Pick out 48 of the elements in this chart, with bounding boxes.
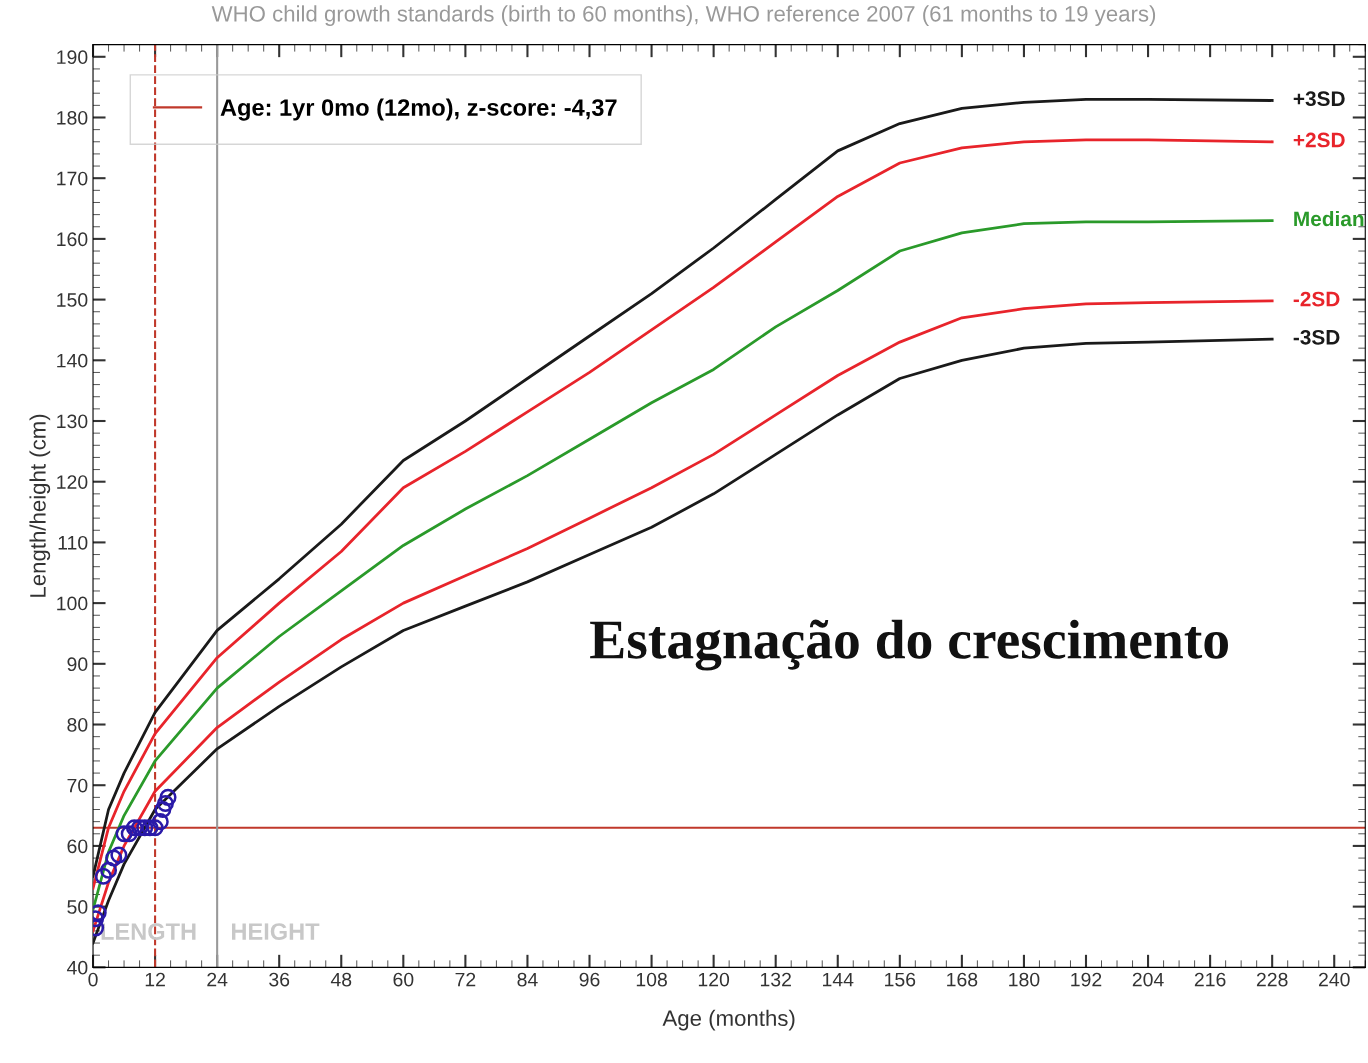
x-tick-label: 168 xyxy=(947,972,978,987)
y-tick-label: 130 xyxy=(57,414,88,429)
x-tick-label: 180 xyxy=(1009,972,1040,987)
x-tick-label: 96 xyxy=(579,972,600,987)
x-tick-label: 24 xyxy=(207,972,228,987)
x-tick-label: 12 xyxy=(145,972,165,987)
x-tick-label: 0 xyxy=(88,972,98,987)
series-label: -3SD xyxy=(1293,329,1340,345)
y-tick-label: 170 xyxy=(57,171,88,186)
series-label: +2SD xyxy=(1293,132,1345,148)
y-tick-label: 160 xyxy=(57,232,88,247)
x-axis-title: Age (months) xyxy=(662,1009,795,1031)
x-tick-label: 72 xyxy=(455,972,476,987)
y-tick-label: 150 xyxy=(57,293,88,307)
x-tick-label: 228 xyxy=(1256,972,1288,987)
x-tick-label: 84 xyxy=(517,972,538,987)
x-tick-label: 60 xyxy=(393,972,414,987)
y-tick-label: 100 xyxy=(57,596,88,611)
x-tick-label: 132 xyxy=(760,972,791,987)
x-tick-label: 144 xyxy=(823,972,854,987)
x-tick-label: 240 xyxy=(1318,972,1350,987)
chart-title: WHO child growth standards (birth to 60 months), WHO reference 2007 (61 months to 19 years) xyxy=(211,5,1156,27)
y-tick-label: 90 xyxy=(67,657,88,672)
y-tick-label: 110 xyxy=(58,535,88,550)
x-tick-label: 192 xyxy=(1071,972,1102,987)
y-tick-label: 40 xyxy=(66,960,88,975)
y-tick-label: 50 xyxy=(67,900,88,914)
y-tick-label: 190 xyxy=(57,50,88,65)
x-tick-label: 36 xyxy=(269,972,290,987)
x-tick-label: 48 xyxy=(330,972,352,987)
y-axis-title: Length/height (cm) xyxy=(29,414,51,597)
ref-line-label: Age: 1yr 0mo (12mo), z-score: -4,37 xyxy=(220,98,617,121)
x-tick-label: 120 xyxy=(698,972,730,987)
y-tick-label: 70 xyxy=(67,778,88,793)
annotation: Estagnação do crescimento xyxy=(590,619,1228,671)
x-tick-label: 216 xyxy=(1194,972,1226,987)
series-label: Median xyxy=(1294,210,1364,227)
y-tick-label: 80 xyxy=(67,717,88,732)
series-label: -2SD xyxy=(1293,291,1340,307)
y-tick-label: 180 xyxy=(57,110,88,125)
y-tick-label: 140 xyxy=(57,353,88,368)
y-tick-label: 120 xyxy=(57,475,88,489)
annotation: LENGTH xyxy=(101,923,196,940)
series-label: +3SD xyxy=(1293,91,1345,107)
x-tick-label: 156 xyxy=(885,972,916,987)
x-tick-label: 108 xyxy=(636,972,667,987)
y-tick-label: 60 xyxy=(67,839,88,854)
x-tick-label: 204 xyxy=(1132,972,1164,987)
